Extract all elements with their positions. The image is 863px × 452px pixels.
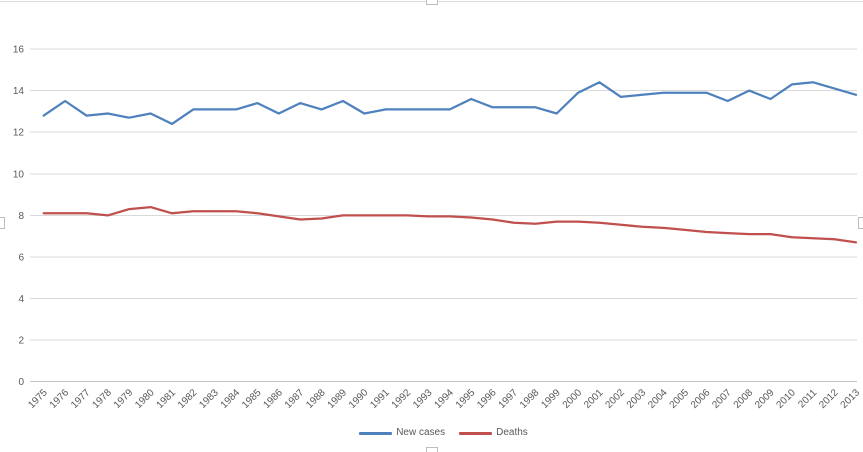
legend-line-swatch-deaths <box>459 431 493 435</box>
x-tick-label: 2005 <box>668 387 692 411</box>
x-tick-label: 1990 <box>347 387 371 411</box>
x-tick-label: 2003 <box>625 387 649 411</box>
x-tick-label: 1976 <box>48 387 72 411</box>
selection-handle-right[interactable] <box>858 217 863 229</box>
y-tick-label: 10 <box>13 169 25 180</box>
x-tick-label: 2004 <box>646 387 670 411</box>
legend-label-deaths: Deaths <box>496 427 528 438</box>
x-tick-label: 1984 <box>219 387 243 411</box>
y-tick-label: 16 <box>13 45 25 56</box>
x-tick-label: 1983 <box>197 387 221 411</box>
x-tick-label: 2009 <box>753 387 777 411</box>
x-tick-label: 1989 <box>326 387 350 411</box>
x-tick-label: 1999 <box>539 387 563 411</box>
x-tick-label: 2008 <box>732 387 756 411</box>
x-tick-label: 1975 <box>26 387 50 411</box>
x-tick-label: 1998 <box>518 387 542 411</box>
legend-line-swatch-new-cases <box>359 431 393 435</box>
x-tick-label: 1993 <box>411 387 435 411</box>
x-axis-labels: 1975197619771978197919801981198219831984… <box>26 387 862 411</box>
x-tick-label: 1985 <box>240 387 264 411</box>
x-tick-label: 2001 <box>582 387 606 411</box>
x-tick-label: 2002 <box>603 387 627 411</box>
x-tick-label: 1994 <box>432 387 456 411</box>
y-tick-label: 0 <box>18 377 24 388</box>
x-tick-label: 1986 <box>261 387 285 411</box>
x-tick-label: 2013 <box>839 387 863 411</box>
x-tick-label: 1991 <box>368 387 392 411</box>
x-tick-label: 2012 <box>817 387 841 411</box>
x-tick-label: 2007 <box>710 387 734 411</box>
chart-legend[interactable]: New cases Deaths <box>30 425 857 441</box>
x-tick-label: 1996 <box>475 387 499 411</box>
x-tick-label: 1987 <box>283 387 307 411</box>
x-tick-label: 1988 <box>304 387 328 411</box>
x-tick-label: 1977 <box>69 387 93 411</box>
selection-handle-top[interactable] <box>426 0 438 5</box>
legend-label-new-cases: New cases <box>396 427 446 438</box>
y-tick-label: 8 <box>18 211 24 222</box>
x-tick-label: 2006 <box>689 387 713 411</box>
series-line-deaths[interactable] <box>42 205 858 244</box>
legend-item-new-cases[interactable]: New cases <box>359 428 445 438</box>
x-tick-label: 2011 <box>796 387 819 410</box>
selection-handle-left[interactable] <box>0 217 5 229</box>
x-tick-label: 2000 <box>561 387 585 411</box>
y-tick-label: 14 <box>13 86 25 97</box>
x-tick-label: 2010 <box>774 387 798 411</box>
x-tick-label: 1979 <box>112 387 136 411</box>
x-tick-label: 1992 <box>390 387 414 411</box>
y-axis-labels: 0 2 4 6 8 10 12 14 16 <box>13 45 25 389</box>
y-tick-label: 12 <box>13 128 25 139</box>
x-tick-label: 1997 <box>497 387 521 411</box>
y-tick-label: 6 <box>18 252 24 263</box>
x-tick-label: 1982 <box>176 387 200 411</box>
x-tick-label: 1980 <box>133 387 157 411</box>
y-tick-label: 4 <box>18 294 24 305</box>
x-tick-label: 1995 <box>454 387 478 411</box>
x-tick-label: 1978 <box>90 387 114 411</box>
selection-handle-bottom[interactable] <box>426 447 438 452</box>
y-tick-label: 2 <box>18 336 24 347</box>
legend-item-deaths[interactable]: Deaths <box>459 428 528 438</box>
series-line-new-cases[interactable] <box>42 81 858 126</box>
x-tick-label: 1981 <box>155 387 179 411</box>
